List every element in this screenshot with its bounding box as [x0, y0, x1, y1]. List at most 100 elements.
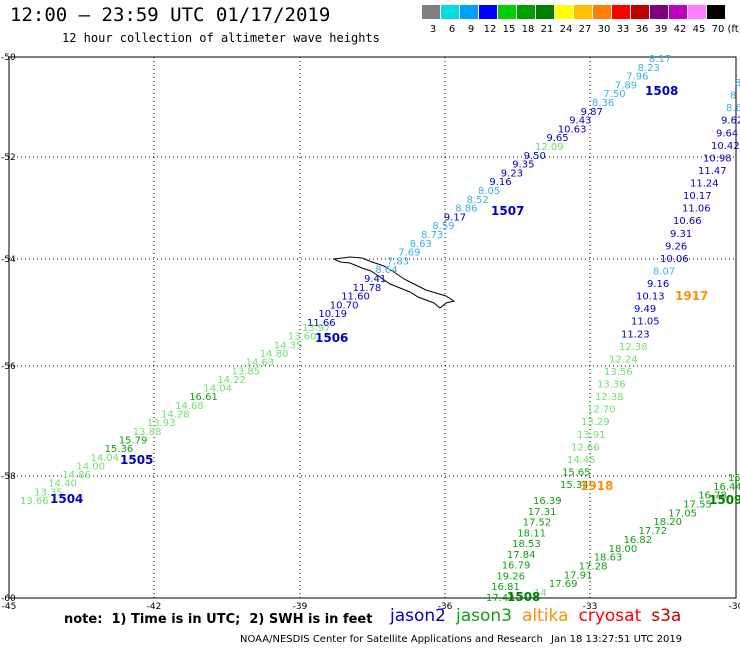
jason2-ne-value: 7.83	[387, 256, 409, 267]
pass-number-label: 1509	[709, 493, 740, 507]
jason2-right-value: 8.6	[726, 103, 740, 114]
jason2-ne-value: 11.66	[307, 318, 336, 329]
jason2-right-value: 15.65	[562, 467, 591, 478]
jason2-right-value: 10.06	[660, 254, 689, 265]
jason2-ne-value: 9.17	[444, 212, 466, 223]
jason2-right-value: 12.38	[619, 342, 648, 353]
jason2-right-value: 8.07	[653, 266, 675, 277]
jason2-ne-value: 8.52	[467, 195, 489, 206]
jason3-east-value: 16.44	[713, 482, 740, 493]
jason2-right-value: 10.42	[711, 141, 740, 152]
jason2-ne-value: 12.09	[535, 142, 564, 153]
jason2-ne-value: 7.96	[626, 72, 648, 83]
jason2-right-value: 14.45	[567, 455, 596, 466]
axis-labels: -50 -52 -54 -56 -58 -60-45 -42 -39 -36 -33 -30	[1, 53, 740, 612]
jason2-ne-value: 9.16	[489, 177, 511, 188]
legend-swatch	[707, 5, 725, 19]
legend-swatch	[536, 5, 554, 19]
legend-label: 6	[448, 24, 456, 35]
jason3-west-value: 18.53	[512, 539, 541, 550]
pass-number-label: 1507	[491, 204, 524, 218]
legend-swatch	[688, 5, 706, 19]
legend-label: 3	[429, 24, 437, 35]
legend-swatch	[479, 5, 497, 19]
lat-label: -52	[1, 153, 16, 163]
jason2-ne-value: 9.87	[581, 107, 603, 118]
legend-swatch	[422, 5, 440, 19]
jason2-right-value: 9.62	[721, 116, 740, 127]
satellite-name: s3a	[651, 606, 682, 626]
jason2-right-value: 11.05	[631, 317, 660, 328]
legend-label: 12	[483, 24, 497, 35]
legend-swatch	[517, 5, 535, 19]
jason2-sw-value: 13.97	[302, 323, 331, 334]
satellite-name: jason3	[456, 606, 512, 626]
jason3-west-value: 16.39	[533, 496, 562, 507]
jason2-ne-value: 9.41	[364, 274, 386, 285]
jason3-east-value: 17.55	[683, 500, 712, 511]
jason2-right-value: 9.26	[665, 241, 687, 252]
jason2-right-value: 11.06	[682, 204, 711, 215]
map-subtitle: 12 hour collection of altimeter wave hei…	[62, 31, 380, 45]
legend-label: 45	[692, 24, 706, 35]
lon-label: -33	[583, 602, 598, 612]
jason2-right-value: 12.24	[609, 354, 638, 365]
map-grid	[8, 56, 737, 599]
jason2-right-value: 11.47	[698, 166, 727, 177]
jason2-right-value: 11.24	[690, 179, 719, 190]
legend-swatch	[631, 5, 649, 19]
jason2-ne-value: 8.59	[432, 221, 454, 232]
jason2-sw-value: 15.79	[119, 435, 148, 446]
jason2-ne-value: 9.43	[569, 116, 591, 127]
jason3-west-value: 17.52	[523, 518, 552, 529]
jason2-ne-value: 7.50	[603, 89, 625, 100]
jason2-ne-value: 11.78	[353, 283, 382, 294]
jason3-east-value: 17.05	[668, 508, 697, 519]
generated-timestamp: Jan 18 13:27:51 UTC 2019	[551, 634, 683, 645]
jason3-west-value: 17.84	[507, 550, 536, 561]
jason3-west-value: 17.42	[486, 593, 515, 604]
jason3-west-value: 16.79	[502, 561, 531, 572]
legend-swatch	[574, 5, 592, 19]
jason2-ne-value: 8.63	[410, 239, 432, 250]
map-title: 12:00 – 23:59 UTC 01/17/2019	[10, 4, 331, 26]
jason2-right-value: 12.66	[571, 442, 600, 453]
legend-unit: (ft)	[727, 24, 740, 35]
jason3-east-value: 14	[534, 588, 547, 599]
jason2-ne-value: 9.65	[546, 133, 568, 144]
legend-swatch	[555, 5, 573, 19]
jason3-east-value: 16.78	[698, 491, 727, 502]
jason2-right-value: 10.66	[673, 216, 702, 227]
legend-swatch	[650, 5, 668, 19]
note-text: note: 1) Time is in UTC; 2) SWH is in fe…	[64, 612, 373, 627]
lat-label: -50	[1, 53, 16, 63]
jason3-west-value: 18.11	[517, 528, 546, 539]
pass-number-label: 1508	[507, 590, 540, 604]
jason2-ne-value: 9.50	[524, 151, 546, 162]
jason2-right-value: 10.13	[636, 292, 665, 303]
lon-label: -45	[2, 602, 17, 612]
legend-label: 27	[578, 24, 592, 35]
jason3-east-value: 18.00	[609, 544, 638, 555]
pass-number-label: 1917	[675, 289, 708, 303]
jason2-right-value: 9.31	[670, 229, 692, 240]
jason2-ne-value: 8.23	[638, 63, 660, 74]
legend-label: 9	[467, 24, 475, 35]
altimeter-tracks: 8.178.237.967.897.508.369.879.4310.639.6…	[20, 54, 740, 604]
jason2-ne-value: 8.64	[375, 265, 397, 276]
jason2-sw-value: 13.88	[133, 427, 162, 438]
jason3-east-value: 17.28	[579, 562, 608, 573]
jason2-right-value: 10.98	[703, 153, 732, 164]
jason3-west-value: 16.81	[491, 582, 520, 593]
jason3-east-value: 17.91	[564, 570, 593, 581]
legend-label: 30	[597, 24, 611, 35]
lon-label: -36	[438, 602, 453, 612]
satellite-name: jason2	[390, 606, 446, 626]
jason2-right-value: 13.36	[597, 380, 626, 391]
jason3-east-value: 18.63	[594, 553, 623, 564]
jason3-east-value: 17.69	[549, 579, 578, 590]
lon-label: -30	[729, 602, 740, 612]
jason3-east-value: 18.20	[653, 517, 682, 528]
jason2-sw-value: 14.04	[203, 384, 232, 395]
pass-number-label: 1506	[315, 331, 348, 345]
